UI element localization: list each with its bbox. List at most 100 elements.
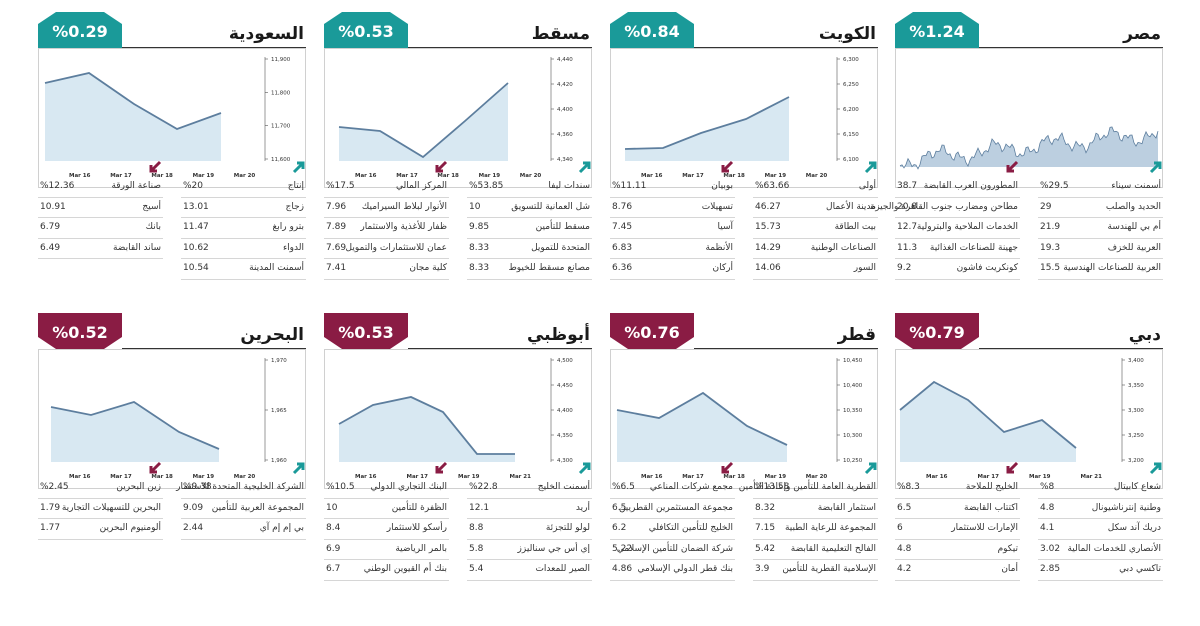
company-name: استثمار القابضة (817, 502, 876, 513)
gainers-list: إنتاج %20 زجاج 13.01 بترو رابغ 11.47 الدواء 10.… (181, 177, 306, 280)
gainers-list: أولى %63.66 مدينة الأعمال 46.27 بيت الطاقة 15… (753, 177, 878, 280)
market-name: السعودية (228, 24, 304, 44)
company-name: جهينة للصناعات الغذائية (929, 242, 1018, 253)
change-value: 6.9 (326, 543, 341, 554)
market-panel-bahrain: %0.52 البحرين 1,970 1,965 1,960 Mar 16 Mar 17 M… (38, 313, 306, 603)
company-name: الصناعات الوطنية (810, 242, 876, 253)
arrow-down-icon (292, 461, 306, 475)
change-value: 6 (897, 523, 903, 533)
market-name: البحرين (240, 325, 304, 345)
y-tick-label: 6,200 (843, 107, 859, 113)
change-value: 12.1 (469, 502, 490, 513)
change-value: 46.27 (755, 201, 781, 212)
company-name: بيت الطاقة (834, 222, 876, 232)
change-value: 7.69 (326, 242, 347, 253)
change-value: %12.36 (40, 181, 75, 191)
change-value: 7.89 (326, 222, 347, 232)
list-item: استثمار القابضة 8.32 (753, 499, 878, 519)
gainers-list: شعاع كابيتال %8 وطنية إنترناشيونال 4.8 دريك … (1038, 478, 1163, 581)
list-item: أركان 6.36 (610, 259, 735, 280)
change-value: 11.3 (897, 242, 918, 253)
x-tick-label: Mar 17 (396, 173, 418, 179)
company-name: العربية للصناعات الهندسية (1063, 263, 1161, 273)
list-item: اكتتاب القابضة 6.5 (895, 499, 1020, 519)
market-panel-abudhabi: %0.53 أبوظبي 4,500 4,450 4,400 4,350 4,300 Mar … (324, 313, 592, 603)
list-item: الصناعات الوطنية 14.29 (753, 239, 878, 259)
list-item: تيكوم 4.8 (895, 540, 1020, 560)
x-tick-label: Mar 16 (69, 173, 91, 179)
company-name: سندات ليفا (548, 181, 590, 191)
change-value: 4.8 (1040, 502, 1055, 513)
list-item: البنك التجاري الدولي %10.5 (324, 478, 449, 499)
list-item: الخليج للتأمين التكافلي 6.2 (610, 519, 735, 540)
market-name: قطر (837, 325, 876, 345)
company-name: الخليج للتأمين التكافلي (648, 523, 733, 533)
x-tick-label: Mar 20 (234, 474, 256, 480)
x-tick-label: Mar 16 (355, 474, 377, 480)
y-tick-label: 10,300 (843, 433, 863, 439)
market-panel-saudi: %0.29 السعودية 11,900 11,800 11,700 11,600 Mar… (38, 12, 306, 302)
company-name: السور (853, 263, 876, 273)
change-badge: %1.24 (895, 12, 979, 48)
panel-header: %0.52 البحرين (38, 313, 306, 349)
y-tick-label: 4,500 (557, 358, 573, 364)
change-percent: %0.76 (624, 323, 680, 342)
list-item: أريد 12.1 (467, 499, 592, 519)
change-value: 7.45 (612, 222, 633, 232)
x-tick-label: Mar 19 (479, 173, 501, 179)
gainers-list: أسمنت سيناء %29.5 الحديد والصلب 29 أم بي لله… (1038, 177, 1163, 280)
change-value: 3.9 (755, 564, 770, 574)
change-value: 14.06 (755, 263, 781, 273)
list-item: الأنظمة 6.83 (610, 239, 735, 259)
company-name: أولى (858, 181, 876, 191)
change-value: %8.3 (897, 482, 920, 492)
x-tick-label: Mar 21 (510, 474, 532, 480)
company-name: إي أس جي سناليزز (517, 543, 590, 554)
y-tick-label: 4,350 (557, 433, 573, 439)
change-badge: %0.53 (324, 313, 408, 349)
change-value: %13.58 (755, 482, 790, 492)
market-panel-egypt: %1.24 مصر أسمنت سيناء %29.5 الحديد والصلب 29 أ… (871, 12, 1163, 302)
list-item: مسقط للتأمين 9.85 (467, 218, 592, 239)
x-tick-label: Mar 20 (806, 474, 828, 480)
market-name: أبوظبي (526, 325, 590, 345)
company-name: مطاحن ومضارب جنوب القاهرة والجيزة (870, 201, 1019, 212)
y-tick-label: 4,440 (557, 57, 573, 63)
company-name: تيكوم (997, 543, 1018, 554)
list-item: العربية للصناعات الهندسية 15.5 (1038, 259, 1163, 280)
x-tick-label: Mar 19 (193, 173, 215, 179)
arrow-down-icon (434, 461, 448, 475)
y-tick-label: 6,250 (843, 82, 859, 88)
change-value: 9.85 (469, 222, 490, 232)
series-line (624, 96, 790, 150)
y-tick-label: 6,100 (843, 157, 859, 163)
list-item: أسمنت الخليج %22.8 (467, 478, 592, 499)
company-name: الأنظمة (705, 242, 733, 253)
market-chart: 4,440 4,420 4,400 4,360 4,340 Mar 16 Mar 17 Mar… (324, 48, 592, 188)
arrow-up-icon (578, 160, 592, 174)
company-name: الإسلامية القطرية للتأمين (782, 564, 876, 574)
change-value: 5.8 (469, 543, 484, 554)
company-name: شل العمانية للتسويق (511, 201, 590, 212)
y-tick-label: 1,960 (271, 458, 287, 464)
series-area (625, 97, 789, 161)
y-tick-label: 11,600 (271, 157, 291, 163)
market-chart: 11,900 11,800 11,700 11,600 Mar 16 Mar 17 Mar … (38, 48, 306, 188)
x-tick-label: Mar 18 (723, 474, 745, 480)
change-percent: %0.84 (624, 22, 680, 41)
change-value: 8.76 (612, 201, 633, 212)
y-tick-label: 4,340 (557, 157, 573, 163)
market-name: مسقط (531, 24, 590, 44)
list-item: ظفار للأغذية والاستثمار 7.89 (324, 218, 449, 239)
change-value: 2.44 (183, 523, 204, 533)
x-tick-label: Mar 20 (806, 173, 828, 179)
change-value: 19.3 (1040, 242, 1061, 253)
change-value: %17.5 (326, 181, 355, 191)
list-item: ساند القابضة 6.49 (38, 239, 163, 259)
list-item: أمان 4.2 (895, 560, 1020, 581)
list-item: الصير للمعدات 5.4 (467, 560, 592, 581)
list-item: تاكسي دبي 2.85 (1038, 560, 1163, 581)
y-tick-label: 1,965 (271, 408, 287, 414)
company-name: مجموعة المستثمرين القطريين (618, 502, 733, 513)
list-item: ألومنيوم البحرين 1.77 (38, 519, 163, 540)
